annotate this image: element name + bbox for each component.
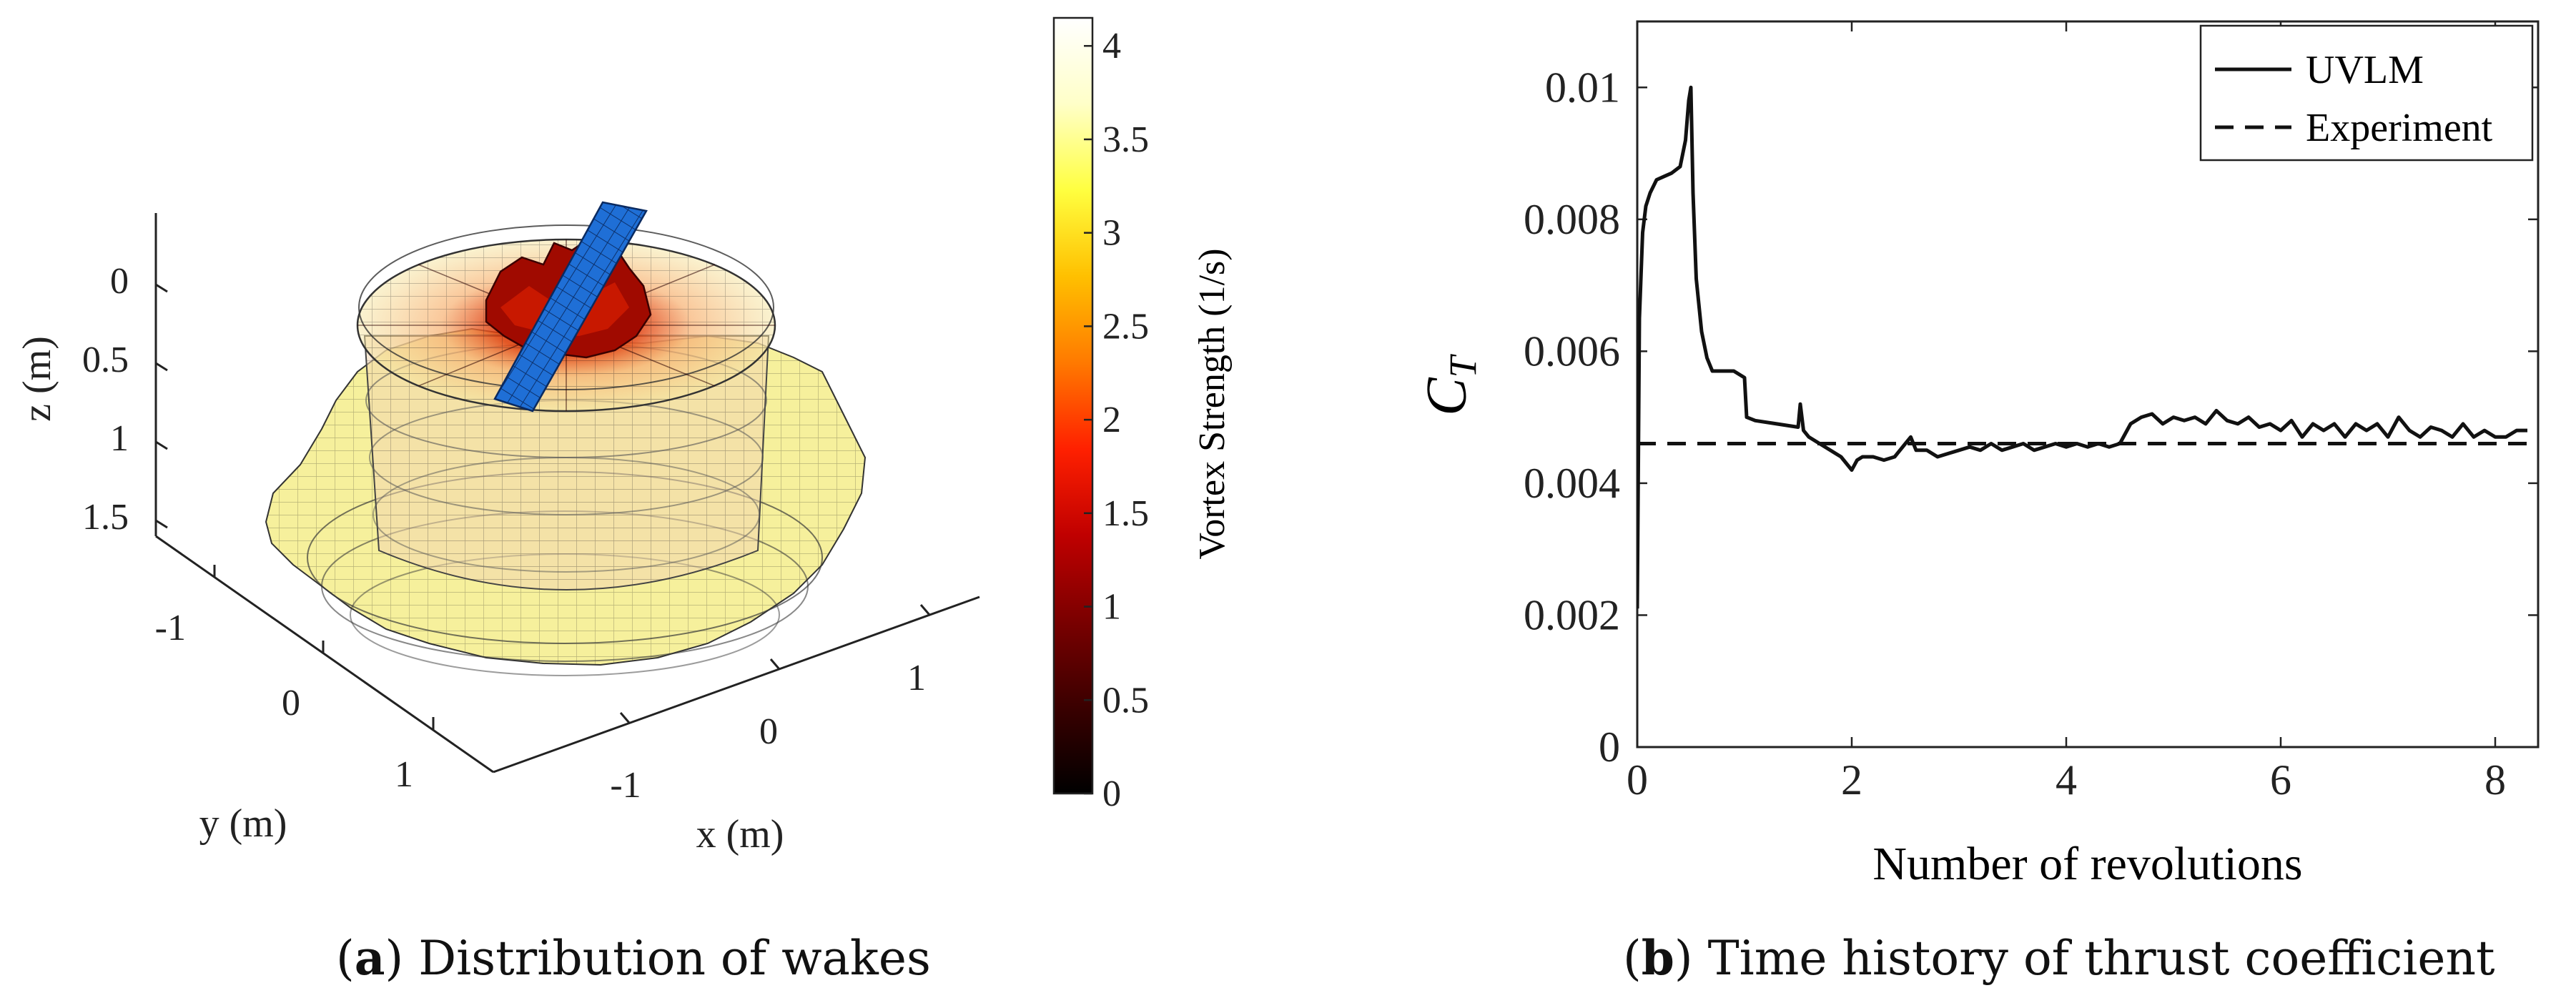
legend-uvlm-label: UVLM <box>2306 48 2424 92</box>
y-tick-label: 0.01 <box>1545 64 1620 111</box>
colorbar-tick-label: 0.5 <box>1102 680 1149 721</box>
y-tick-1: 1 <box>395 754 413 795</box>
y-tick-label: 0.008 <box>1524 196 1620 243</box>
y-tick-label: 0 <box>1599 723 1620 771</box>
colorbar-ticks: 0 0.5 1 1.5 2 2.5 3 3.5 4 <box>1084 26 1149 814</box>
colorbar-tick-label: 2.5 <box>1102 306 1149 347</box>
legend-experiment-label: Experiment <box>2306 106 2493 150</box>
x-tick-label: 6 <box>2270 756 2291 804</box>
y-axis-title-main: C <box>1416 377 1479 416</box>
z-tick-1.5: 1.5 <box>82 497 129 538</box>
colorbar-label: Vortex Strength (1/s) <box>1192 248 1233 559</box>
y-axis-title-sub: T <box>1441 353 1484 377</box>
y-axis-title: CT <box>1416 353 1484 415</box>
x-tick-label: 4 <box>2056 756 2077 804</box>
z-axis-label: z (m) <box>15 336 59 422</box>
x-tick-label: 8 <box>2484 756 2506 804</box>
x-tick-0: 0 <box>759 711 778 752</box>
caption-a-text: Distribution of wakes <box>418 931 931 986</box>
colorbar-tick-label: 1 <box>1102 587 1121 628</box>
y-axis-ticks: 0 0.002 0.004 0.006 0.008 0.01 <box>1524 64 2538 771</box>
z-tick-0.5: 0.5 <box>82 340 129 380</box>
colorbar-tick-label: 3.5 <box>1102 119 1149 160</box>
colorbar-tick-label: 3 <box>1102 213 1121 254</box>
x-tick-neg1: -1 <box>610 765 641 806</box>
x-axis-label: x (m) <box>696 812 784 856</box>
legend: UVLM Experiment <box>2199 24 2534 162</box>
x-tick-1: 1 <box>907 658 926 698</box>
x-tick-label: 0 <box>1627 756 1648 804</box>
x-axis-title: Number of revolutions <box>1872 838 2302 890</box>
colorbar-tick-label: 4 <box>1102 26 1121 66</box>
axis-box-3d <box>154 213 980 774</box>
panel-a: 0 0.5 1 1.5 z (m) -1 0 1 y (m) -1 0 1 x … <box>15 16 1233 856</box>
panel-b: 0 2 4 6 8 0 0.002 0.004 0.006 0.008 0.01 Number o… <box>1416 20 2540 890</box>
caption-b-letter: b <box>1641 930 1674 986</box>
caption-a-letter: a <box>354 930 385 986</box>
series-uvlm-line <box>1637 85 2527 609</box>
colorbar-gradient <box>1052 16 1094 795</box>
caption-a: (a) Distribution of wakes <box>336 930 931 986</box>
legend-box <box>2199 24 2534 162</box>
y-tick-0: 0 <box>282 683 300 723</box>
colorbar-tick-label: 0 <box>1102 774 1121 814</box>
y-tick-neg1: -1 <box>155 608 186 648</box>
y-tick-label: 0.002 <box>1524 591 1620 638</box>
x-tick-label: 2 <box>1841 756 1862 804</box>
x-axis-ticks: 0 2 4 6 8 <box>1627 21 2506 804</box>
y-tick-label: 0.004 <box>1524 460 1620 507</box>
colorbar-tick-label: 2 <box>1102 400 1121 440</box>
colorbar-tick-label: 1.5 <box>1102 493 1149 534</box>
caption-b-text: Time history of thrust coefficient <box>1707 931 2495 986</box>
z-tick-1: 1 <box>110 418 129 459</box>
colorbar: 0 0.5 1 1.5 2 2.5 3 3.5 4 Vortex Strength (1/s) <box>1052 16 1233 814</box>
caption-b: (b) Time history of thrust coefficient <box>1623 930 2495 986</box>
y-axis-label: y (m) <box>199 801 287 846</box>
y-tick-label: 0.006 <box>1524 327 1620 375</box>
rotor-blade <box>493 201 648 412</box>
axis-labels-3d: 0 0.5 1 1.5 z (m) -1 0 1 y (m) -1 0 1 x … <box>15 261 926 856</box>
z-tick-0: 0 <box>110 261 129 302</box>
